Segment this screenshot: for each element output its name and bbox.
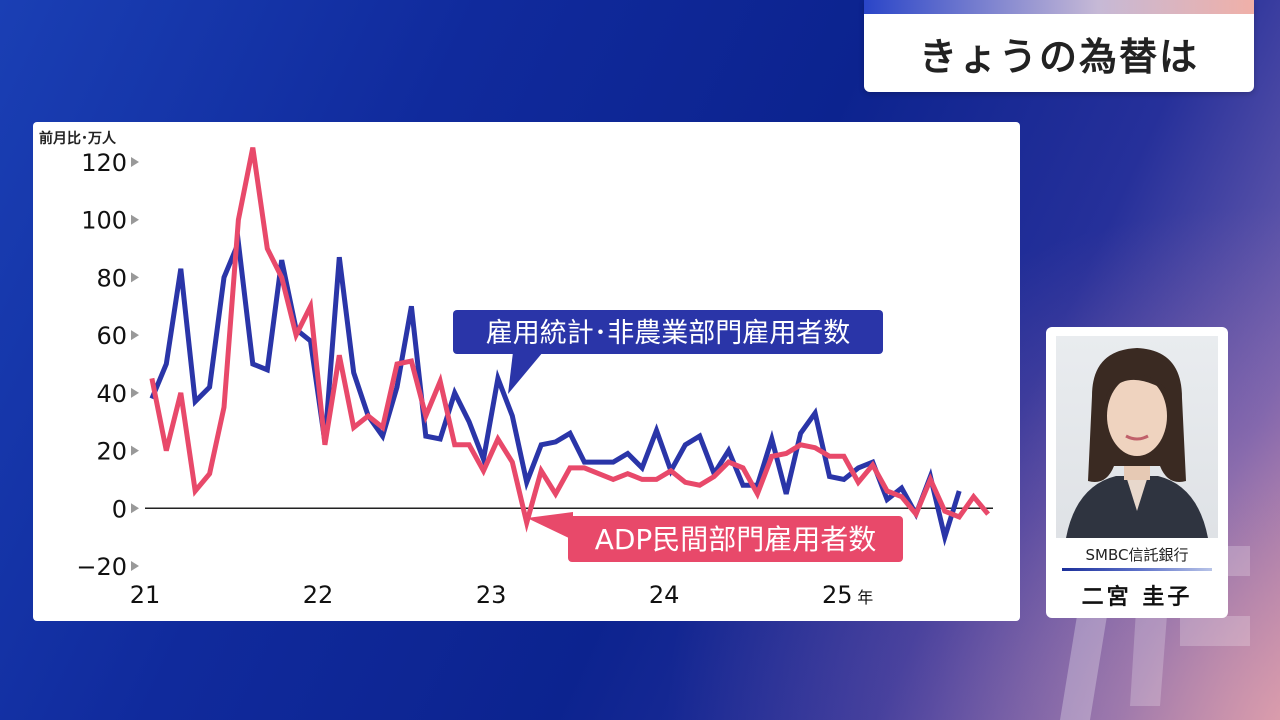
presenter-organization: SMBC信託銀行 [1085, 546, 1189, 564]
segment-title-bar: きょうの為替は [864, 0, 1254, 92]
y-tick-label: 0 [112, 495, 127, 523]
y-tick-arrow-icon [131, 561, 139, 571]
x-tick-suffix: 年 [857, 588, 873, 607]
y-tick-label: 40 [96, 380, 127, 408]
presenter-name: 二宮 圭子 [1081, 585, 1193, 610]
adp-callout-box [568, 516, 903, 562]
segment-title: きょうの為替は [918, 34, 1199, 79]
y-tick-arrow-icon [131, 272, 139, 283]
y-tick-label: 60 [96, 322, 127, 350]
y-tick-arrow-icon [131, 330, 139, 341]
y-tick-arrow-icon [131, 387, 139, 398]
y-tick-arrow-icon [131, 445, 139, 456]
series-line-adp [149, 147, 991, 533]
y-tick-arrow-icon [131, 157, 139, 167]
y-tick-label: −20 [76, 553, 127, 581]
presenter-card: SMBC信託銀行 二宮 圭子 [1046, 327, 1228, 618]
organization-rule [1062, 568, 1212, 571]
x-tick-label: 24 [649, 581, 680, 609]
y-tick-label: 20 [96, 438, 127, 466]
title-accent-stripe [864, 0, 1254, 14]
y-tick-arrow-icon [131, 214, 139, 225]
x-tick-label: 25 [822, 581, 853, 609]
chart-panel: 前月比･万人 120 100 80 60 40 20 0 −20 21 22 23 24 25 年 雇用統計… [33, 122, 1020, 621]
y-tick-label: 100 [81, 207, 127, 235]
y-axis-unit-label: 前月比･万人 [39, 131, 116, 147]
nfp-callout-pointer [508, 352, 543, 394]
x-tick-label: 23 [476, 581, 507, 609]
presenter-photo [1056, 336, 1218, 538]
nfp-callout-box [453, 310, 883, 354]
adp-callout-pointer [527, 512, 573, 540]
nfp-callout-text: 雇用統計･非農業部門雇用者数 [486, 318, 851, 349]
x-tick-label: 22 [303, 581, 334, 609]
y-tick-arrow-icon [131, 503, 139, 514]
adp-callout-text: ADP民間部門雇用者数 [595, 523, 877, 556]
y-tick-label: 80 [96, 264, 127, 292]
x-tick-label: 21 [130, 581, 161, 609]
y-tick-label: 120 [81, 149, 127, 177]
person-silhouette-icon [1066, 348, 1208, 538]
